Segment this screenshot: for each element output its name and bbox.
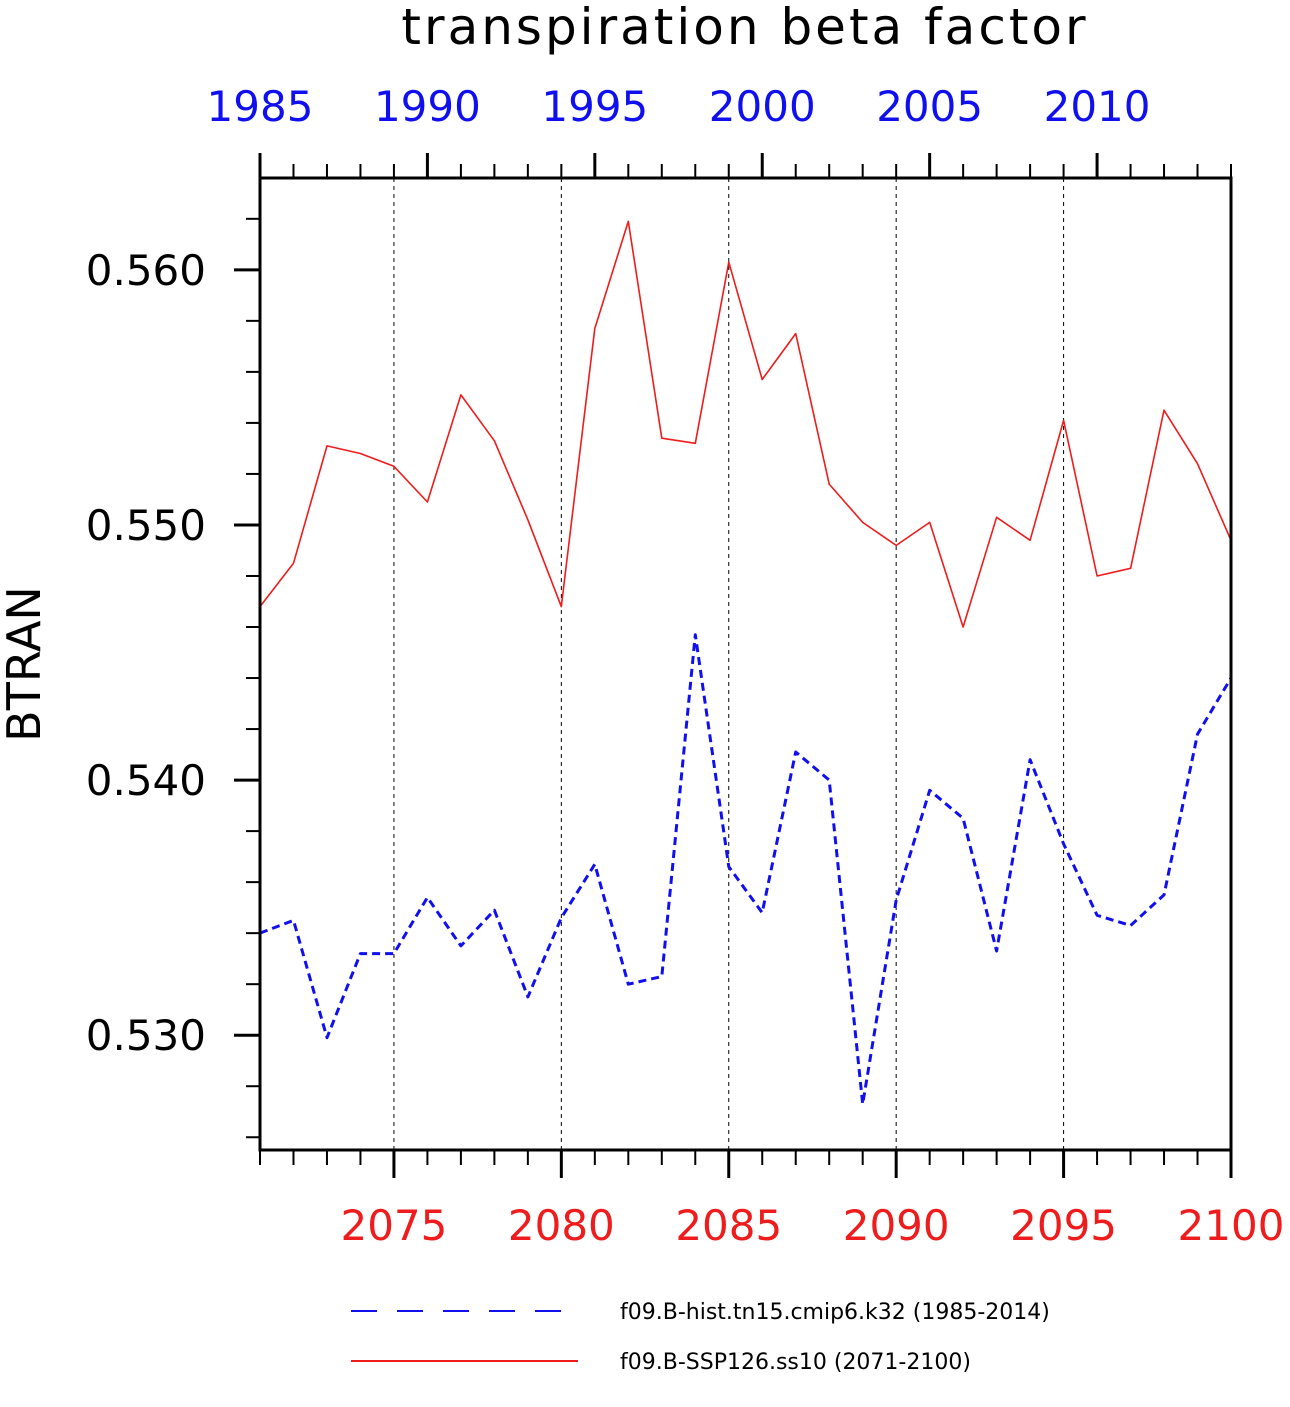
top-tick-label: 2010 xyxy=(1044,82,1151,131)
y-tick-label: 0.530 xyxy=(86,1011,206,1060)
series-line-0 xyxy=(259,633,1233,1106)
legend: f09.B-hist.tn15.cmip6.k32 (1985-2014) f0… xyxy=(351,1300,1050,1375)
bottom-tick-label: 2075 xyxy=(340,1201,447,1250)
plot-frame xyxy=(258,176,1233,1152)
y-tick-label: 0.560 xyxy=(86,246,206,295)
axes xyxy=(234,153,1233,1178)
y-axis-label: BTRAN xyxy=(0,586,51,742)
chart-title: transpiration beta factor xyxy=(401,0,1088,56)
legend-label-hist: f09.B-hist.tn15.cmip6.k32 (1985-2014) xyxy=(620,1300,1050,1325)
top-tick-label: 1985 xyxy=(207,82,314,131)
bottom-tick-label: 2080 xyxy=(508,1201,615,1250)
bottom-tick-label: 2085 xyxy=(675,1201,782,1250)
top-tick-label: 1990 xyxy=(374,82,481,131)
series-layer xyxy=(259,220,1233,1106)
bottom-tick-label: 2100 xyxy=(1178,1201,1285,1250)
vertical-gridlines xyxy=(393,178,1065,1150)
top-tick-label: 2000 xyxy=(709,82,816,131)
legend-label-ssp126: f09.B-SSP126.ss10 (2071-2100) xyxy=(620,1350,971,1375)
series-line-1 xyxy=(259,220,1232,628)
bottom-tick-label: 2095 xyxy=(1010,1201,1117,1250)
y-tick-label: 0.540 xyxy=(86,756,206,805)
tick-labels: 2075 2080 2085 2090 2095 2100 1985 1990 1995 2000… xyxy=(86,82,1285,1250)
y-tick-label: 0.550 xyxy=(86,501,206,550)
bottom-tick-label: 2090 xyxy=(843,1201,950,1250)
top-tick-label: 2005 xyxy=(876,82,983,131)
top-tick-label: 1995 xyxy=(541,82,648,131)
